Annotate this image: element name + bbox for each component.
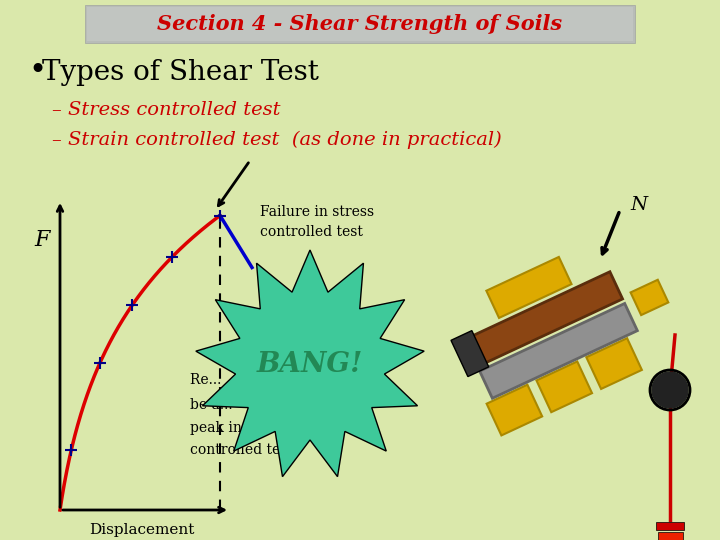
Polygon shape — [480, 303, 637, 399]
Text: Re...            ...ot: Re... ...ot — [190, 373, 300, 387]
FancyBboxPatch shape — [657, 532, 683, 540]
Polygon shape — [486, 257, 572, 318]
Text: controlled test: controlled test — [190, 443, 293, 457]
Circle shape — [652, 372, 688, 408]
Text: Failure in stress
controlled test: Failure in stress controlled test — [260, 205, 374, 239]
Text: Types of Shear Test: Types of Shear Test — [42, 58, 319, 85]
Polygon shape — [451, 330, 489, 376]
Text: •: • — [28, 57, 46, 87]
Text: – Strain controlled test  (as done in practical): – Strain controlled test (as done in pra… — [52, 131, 502, 149]
Polygon shape — [196, 250, 424, 477]
Polygon shape — [631, 280, 668, 315]
Text: Section 4 - Shear Strength of Soils: Section 4 - Shear Strength of Soils — [158, 14, 562, 34]
FancyBboxPatch shape — [85, 5, 635, 43]
Text: be a...    ...aher: be a... ...aher — [190, 398, 295, 412]
Polygon shape — [487, 384, 542, 435]
Polygon shape — [465, 272, 623, 367]
Polygon shape — [586, 338, 642, 389]
FancyBboxPatch shape — [656, 522, 684, 530]
FancyBboxPatch shape — [87, 7, 633, 41]
Text: Displacement: Displacement — [89, 523, 194, 537]
Text: – Stress controlled test: – Stress controlled test — [52, 101, 281, 119]
Text: peak in a stress: peak in a stress — [190, 421, 301, 435]
Text: F: F — [35, 229, 50, 251]
Polygon shape — [536, 361, 592, 412]
Text: BANG!: BANG! — [257, 352, 363, 379]
Text: N: N — [630, 196, 647, 214]
